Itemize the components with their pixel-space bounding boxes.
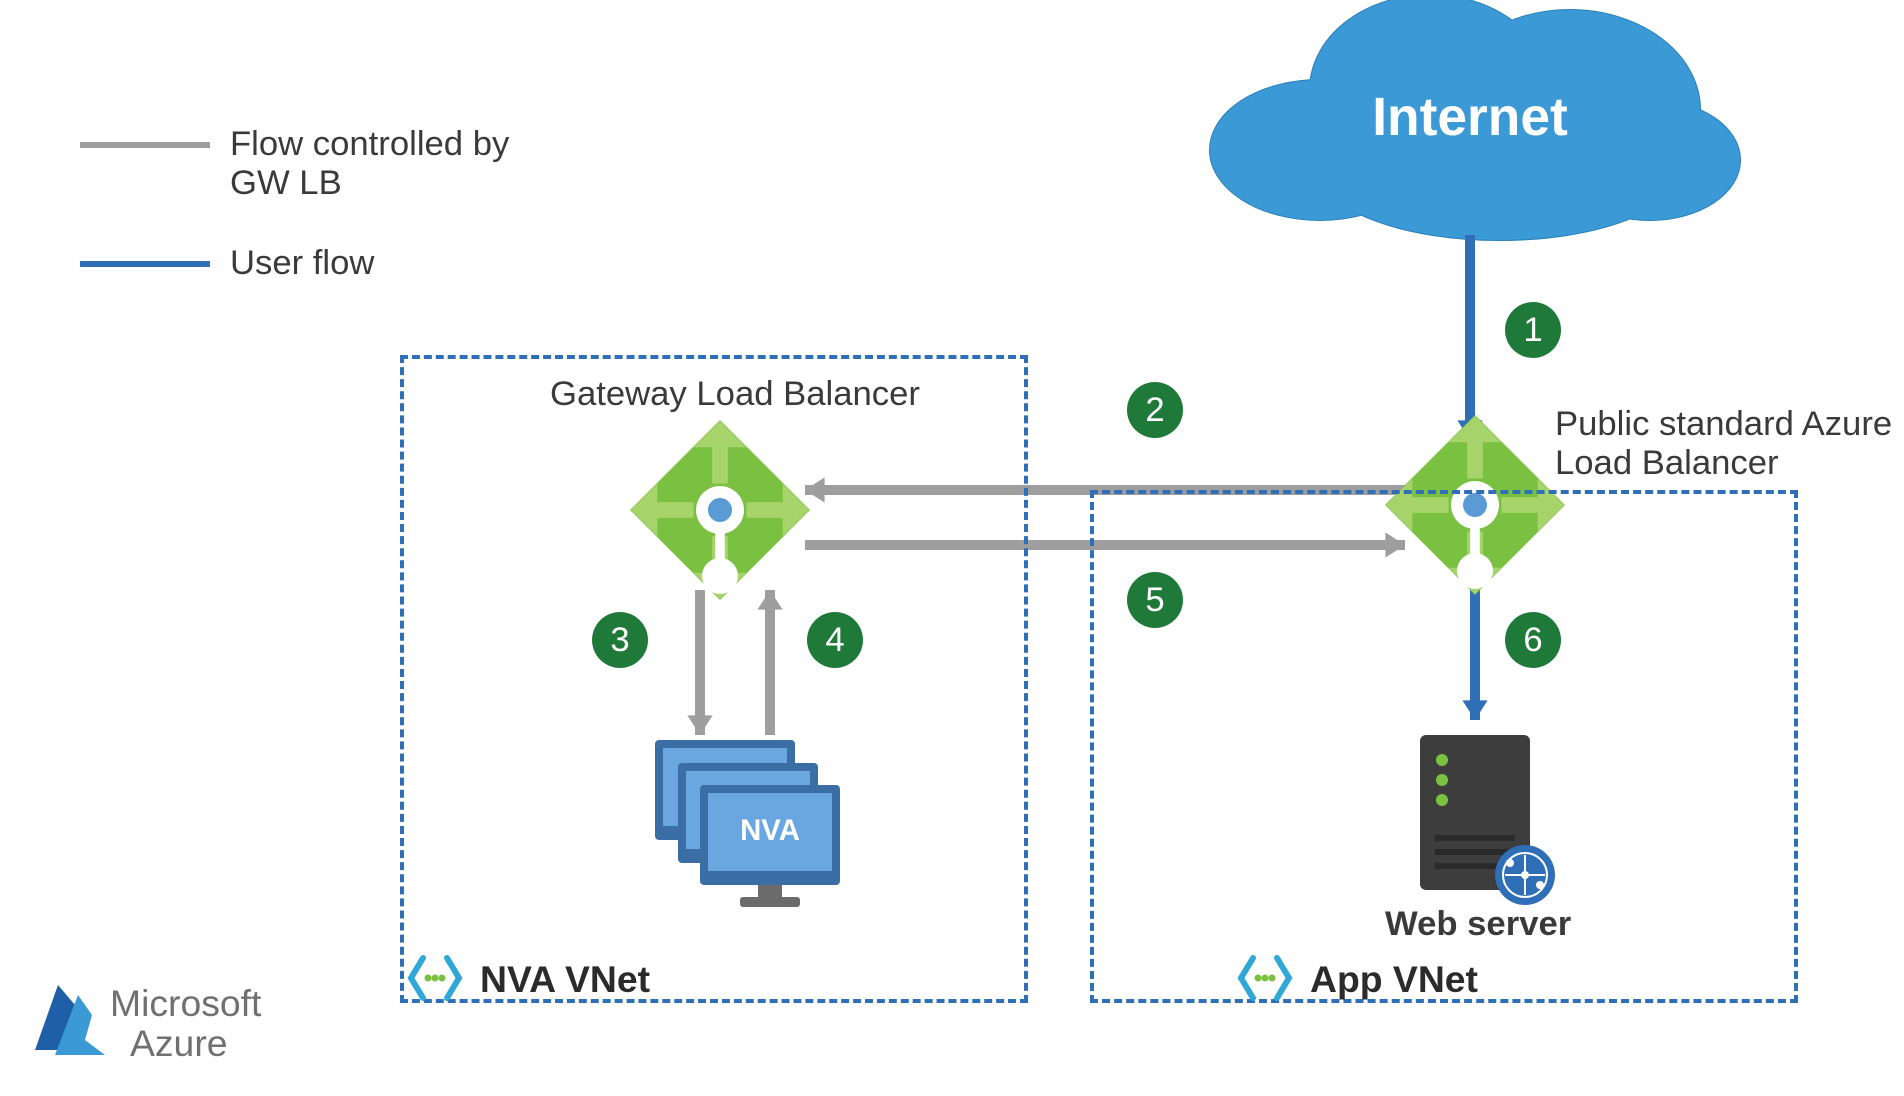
web-server-label: Web server bbox=[1385, 905, 1571, 944]
azure-logo-icon bbox=[30, 980, 110, 1060]
internet-label: Internet bbox=[1372, 88, 1568, 147]
step-2: 2 bbox=[1127, 382, 1183, 438]
azure-logo-text2: Azure bbox=[130, 1022, 228, 1065]
legend-line bbox=[80, 142, 210, 148]
legend-label: Flow controlled by GW LB bbox=[230, 125, 509, 203]
step-3: 3 bbox=[592, 612, 648, 668]
vnet-icon bbox=[1235, 953, 1295, 1003]
app-vnet-label: App VNet bbox=[1310, 958, 1478, 1001]
legend-label: User flow bbox=[230, 244, 374, 283]
public-lb-label: Public standard Azure Load Balancer bbox=[1555, 405, 1892, 483]
nva-vnet-box bbox=[400, 355, 1028, 1003]
step-5: 5 bbox=[1127, 572, 1183, 628]
azure-logo-text1: Microsoft bbox=[110, 982, 261, 1025]
vnet-icon bbox=[405, 953, 465, 1003]
nva-vnet-label: NVA VNet bbox=[480, 958, 650, 1001]
gateway-lb-label: Gateway Load Balancer bbox=[550, 375, 920, 414]
internet-cloud: Internet bbox=[1210, 0, 1740, 240]
step-4: 4 bbox=[807, 612, 863, 668]
step-1: 1 bbox=[1505, 302, 1561, 358]
step-6: 6 bbox=[1505, 612, 1561, 668]
legend-line bbox=[80, 261, 210, 267]
